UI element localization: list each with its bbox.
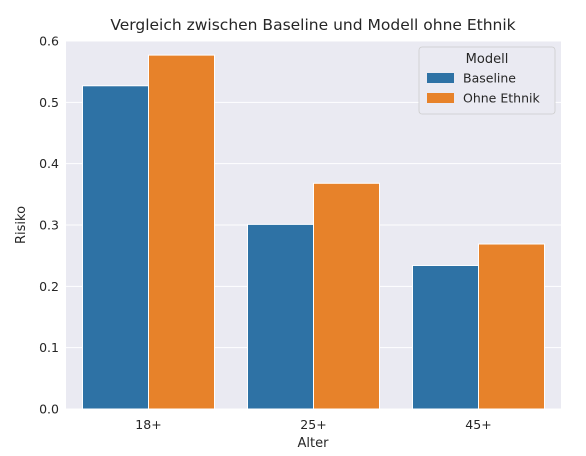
y-tick-labels: 0.0 0.1 0.2 0.3 0.4 0.5 0.6 (39, 34, 59, 417)
legend-label: Baseline (463, 71, 516, 86)
bar-ohne-ethnik-25plus (313, 182, 380, 410)
x-tick-label: 18+ (135, 417, 161, 432)
y-axis-label: Risiko (14, 206, 29, 244)
y-tick-label: 0.2 (39, 279, 59, 294)
legend: Modell Baseline Ohne Ethnik (418, 46, 556, 115)
x-tick-label: 25+ (300, 417, 326, 432)
legend-items: Baseline Ohne Ethnik (427, 71, 540, 106)
legend-title: Modell (466, 52, 509, 67)
y-tick-label: 0.6 (39, 34, 59, 49)
bar-baseline-45plus (412, 264, 479, 410)
y-tick-label: 0.3 (39, 218, 59, 233)
y-tick-label: 0.5 (39, 95, 59, 110)
bar-ohne-ethnik-18plus (148, 54, 215, 410)
x-axis-label: Alter (298, 436, 330, 451)
x-tick-label: 45+ (465, 417, 491, 432)
bars (82, 54, 545, 410)
y-tick-label: 0.4 (39, 156, 59, 171)
legend-label: Ohne Ethnik (463, 91, 540, 106)
y-tick-label: 0.0 (39, 402, 59, 417)
bar-baseline-25plus (247, 223, 314, 410)
bar-ohne-ethnik-45plus (478, 243, 545, 410)
bar-baseline-18plus (82, 85, 149, 410)
y-tick-label: 0.1 (39, 340, 59, 355)
x-tick-labels: 18+ 25+ 45+ (135, 417, 491, 432)
legend-swatch (427, 93, 454, 103)
legend-swatch (427, 73, 454, 83)
chart-title: Vergleich zwischen Baseline und Modell o… (110, 16, 515, 34)
